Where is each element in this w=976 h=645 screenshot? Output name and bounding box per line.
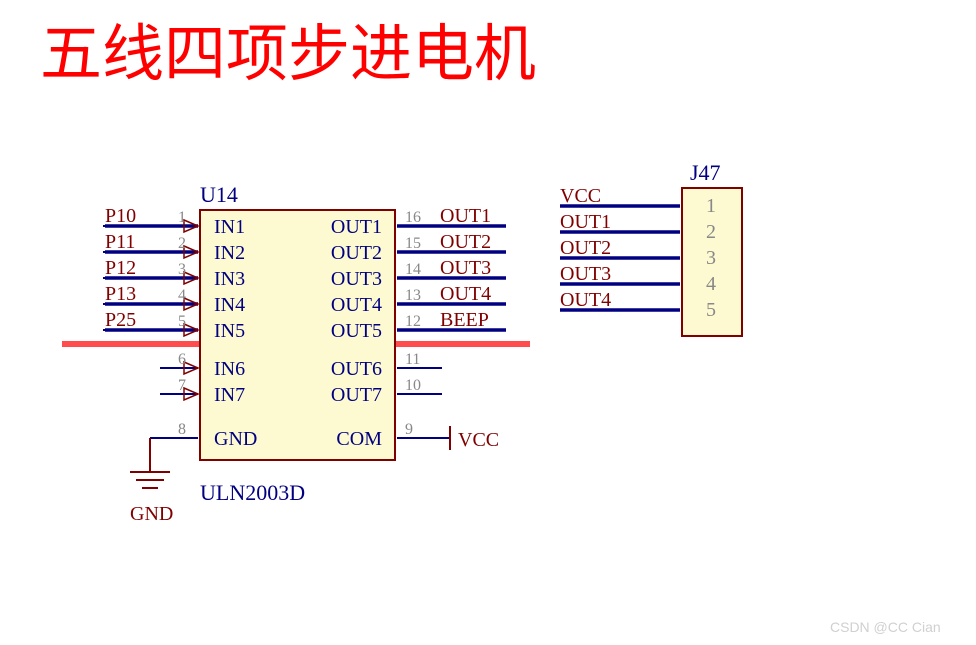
pin-number: 11: [405, 351, 420, 368]
net-label: OUT2: [440, 231, 491, 253]
pin-label: IN5: [214, 320, 245, 342]
pin-number: 2: [178, 235, 186, 252]
pin-number: 4: [706, 273, 716, 295]
pin-number: 1: [178, 209, 186, 226]
pin-number: 5: [706, 299, 716, 321]
pin-label: OUT6: [331, 358, 382, 380]
gnd-symbol: GND: [130, 438, 198, 525]
net-label: OUT1: [560, 211, 611, 233]
net-label: VCC: [560, 185, 601, 207]
pin-label: IN3: [214, 268, 245, 290]
pin-label: IN6: [214, 358, 245, 380]
pin-number: 2: [706, 221, 716, 243]
pin-number: 15: [405, 235, 421, 252]
pin-number: 6: [178, 351, 186, 368]
net-label: OUT4: [560, 289, 611, 311]
net-label: P12: [105, 257, 136, 279]
net-label: P25: [105, 309, 136, 331]
net-label: P10: [105, 205, 136, 227]
pin-number: 8: [178, 421, 186, 438]
net-label: P11: [105, 231, 135, 253]
pin-number: 7: [178, 377, 186, 394]
pin-label: OUT3: [331, 268, 382, 290]
net-label: OUT2: [560, 237, 611, 259]
pin-number: 9: [405, 421, 413, 438]
vcc-label: VCC: [458, 429, 499, 451]
title-text: 五线四项步进电机: [40, 21, 536, 89]
pin-number: 3: [178, 261, 186, 278]
pin-number: 13: [405, 287, 421, 304]
pin-label: IN4: [214, 294, 245, 316]
pin-number: 3: [706, 247, 716, 269]
watermark: CSDN @CC Cian: [830, 619, 941, 635]
pin-number: 4: [178, 287, 186, 304]
pin-label: OUT1: [331, 216, 382, 238]
pin-number: 12: [405, 313, 421, 330]
pin-number: 10: [405, 377, 421, 394]
pin-number: 1: [706, 195, 716, 217]
pin-label: OUT7: [331, 384, 382, 406]
u14-ref: U14: [200, 182, 238, 207]
net-label: BEEP: [440, 309, 489, 331]
net-label: OUT1: [440, 205, 491, 227]
pin-label: COM: [336, 428, 382, 450]
pin-number: 16: [405, 209, 421, 226]
j47-ref: J47: [690, 160, 721, 185]
pin-label: OUT2: [331, 242, 382, 264]
net-label: OUT3: [560, 263, 611, 285]
pin-label: IN2: [214, 242, 245, 264]
net-label: P13: [105, 283, 136, 305]
pin-label: GND: [214, 428, 257, 450]
gnd-label: GND: [130, 503, 173, 525]
pin-label: OUT5: [331, 320, 382, 342]
net-label: OUT3: [440, 257, 491, 279]
pin-label: IN1: [214, 216, 245, 238]
pin-number: 5: [178, 313, 186, 330]
net-label: OUT4: [440, 283, 491, 305]
pin-number: 14: [405, 261, 421, 278]
u14-part: ULN2003D: [200, 480, 305, 505]
pin-label: OUT4: [331, 294, 382, 316]
pin-label: IN7: [214, 384, 245, 406]
